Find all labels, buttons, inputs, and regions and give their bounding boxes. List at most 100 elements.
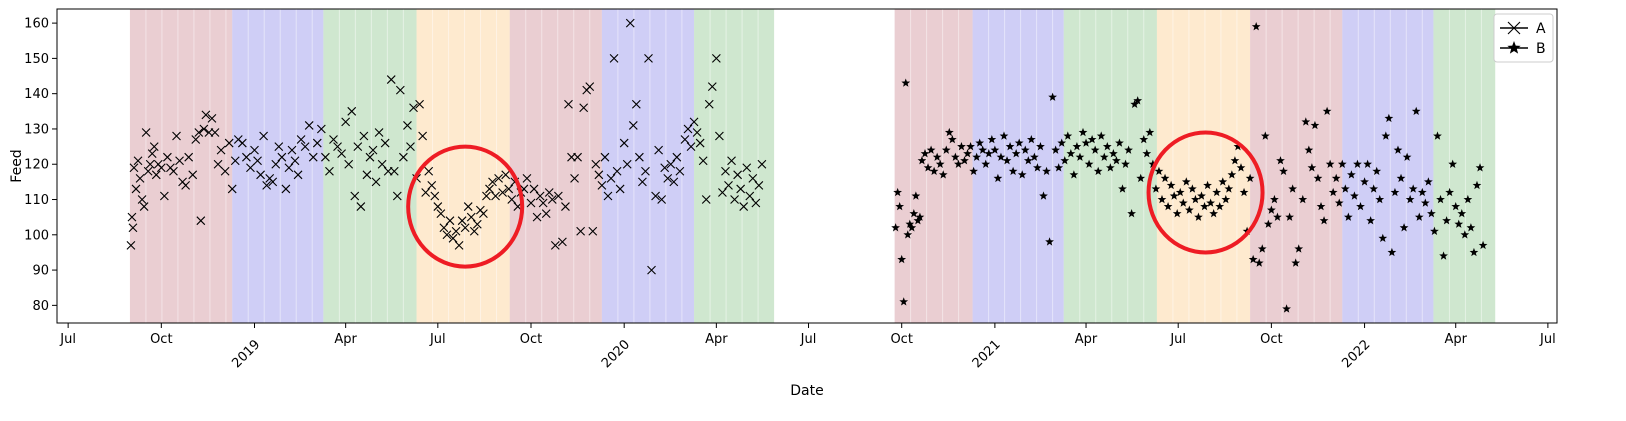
data-point-b — [895, 201, 905, 211]
data-point-a — [479, 209, 488, 219]
data-point-b — [1325, 159, 1335, 168]
data-point-a — [669, 177, 679, 187]
data-point-a — [191, 135, 201, 144]
data-point-a — [748, 173, 758, 183]
data-point-b — [907, 223, 917, 232]
data-point-b — [1466, 223, 1476, 232]
data-point-b — [1066, 149, 1076, 158]
data-point-b — [1121, 159, 1130, 168]
data-point-a — [701, 195, 711, 204]
data-point-a — [347, 106, 357, 116]
data-point-b — [1139, 134, 1149, 144]
data-point-b — [1191, 194, 1200, 204]
data-point-a — [751, 198, 761, 208]
data-point-a — [159, 191, 169, 201]
data-point-a — [262, 181, 272, 190]
data-point-a — [184, 152, 194, 162]
data-point-a — [457, 216, 467, 226]
data-point-b — [1102, 142, 1112, 151]
data-point-b — [905, 219, 915, 228]
data-point-b — [1343, 212, 1353, 221]
data-point-b — [1384, 113, 1394, 123]
data-point-b — [1408, 184, 1418, 193]
data-point-a — [147, 149, 157, 159]
data-point-b — [1369, 184, 1379, 193]
data-point-b — [891, 223, 900, 232]
data-point-b — [1163, 201, 1173, 211]
data-point-a — [350, 191, 360, 201]
data-point-a — [600, 152, 610, 162]
season-bands — [129, 9, 1496, 323]
data-point-b — [1109, 149, 1118, 158]
data-point-a — [721, 166, 730, 176]
y-tick-label: 140 — [24, 87, 49, 102]
data-point-a — [615, 184, 625, 194]
data-point-b — [1436, 194, 1445, 204]
data-point-b — [1427, 209, 1436, 218]
data-point-b — [1184, 205, 1194, 214]
data-point-a — [472, 219, 482, 229]
data-point-b — [1399, 223, 1409, 232]
data-point-b — [1334, 198, 1344, 207]
data-point-a — [230, 156, 240, 166]
data-point-b — [1039, 191, 1048, 200]
data-point-a — [544, 188, 554, 197]
data-point-b — [911, 191, 921, 200]
data-point-a — [463, 202, 473, 211]
x-tick-label: Jul — [1169, 332, 1186, 347]
data-point-b — [1172, 209, 1182, 218]
data-point-a — [736, 184, 746, 194]
data-point-a — [704, 99, 714, 109]
season-band — [129, 9, 233, 323]
data-point-b — [1023, 156, 1033, 165]
data-point-a — [380, 138, 390, 148]
data-point-a — [395, 85, 405, 95]
x-tick-label: Apr — [1444, 332, 1467, 347]
data-point-a — [625, 18, 635, 28]
data-point-a — [341, 117, 351, 127]
data-point-b — [1112, 156, 1121, 165]
season-band — [416, 9, 510, 323]
data-point-a — [573, 152, 582, 162]
data-point-a — [253, 156, 262, 166]
data-point-a — [224, 138, 234, 148]
data-point-a — [389, 166, 399, 176]
data-point-a — [403, 121, 412, 130]
data-point-b — [1291, 258, 1301, 267]
data-point-a — [141, 128, 151, 137]
data-point-b — [1084, 159, 1094, 168]
data-point-a — [622, 159, 632, 169]
data-point-a — [532, 212, 542, 222]
data-point-a — [576, 226, 586, 236]
data-point-b — [1148, 159, 1158, 168]
data-point-a — [126, 240, 136, 250]
data-point-b — [1075, 152, 1085, 161]
data-point-a — [284, 163, 294, 173]
data-point-a — [460, 223, 470, 233]
data-point-b — [1378, 233, 1388, 243]
data-point-a — [579, 103, 589, 113]
data-point-a — [271, 159, 281, 169]
data-point-b — [938, 170, 948, 179]
data-point-a — [588, 226, 598, 236]
data-point-a — [151, 170, 161, 180]
data-point-a — [547, 195, 557, 204]
data-point-b — [1328, 187, 1338, 197]
data-point-a — [711, 54, 721, 63]
x-tick-label: Oct — [150, 332, 172, 347]
data-point-a — [145, 159, 155, 169]
data-point-a — [507, 195, 517, 204]
data-point-a — [498, 188, 508, 197]
data-point-b — [899, 297, 909, 306]
data-point-b — [1424, 177, 1433, 186]
data-point-b — [1420, 198, 1430, 207]
data-point-a — [287, 145, 297, 155]
data-point-b — [1188, 184, 1197, 193]
data-point-a — [570, 173, 579, 183]
data-point-a — [169, 166, 178, 176]
x-tick-label: Oct — [1260, 332, 1282, 347]
data-point-b — [1310, 120, 1320, 130]
data-point-a — [433, 202, 443, 211]
data-point-a — [754, 181, 764, 190]
